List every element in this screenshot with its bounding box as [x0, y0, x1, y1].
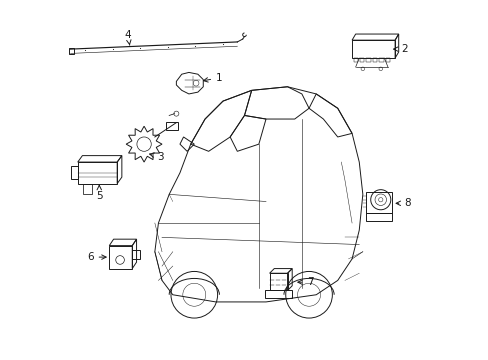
Bar	[351, 40, 394, 58]
Bar	[359, 58, 364, 62]
Bar	[69, 48, 74, 54]
Text: 5: 5	[96, 185, 102, 201]
Bar	[132, 250, 140, 259]
Bar	[353, 58, 357, 62]
Bar	[83, 184, 92, 194]
Text: 8: 8	[395, 198, 410, 208]
Bar	[385, 58, 389, 62]
Bar	[269, 273, 287, 291]
Text: 2: 2	[393, 44, 407, 54]
Bar	[372, 58, 376, 62]
Text: 1: 1	[203, 73, 222, 83]
Bar	[264, 291, 292, 298]
Bar	[165, 122, 178, 130]
Bar	[109, 246, 132, 269]
Bar	[379, 58, 383, 62]
Text: 6: 6	[87, 252, 106, 262]
Text: 3: 3	[149, 152, 163, 162]
Bar	[366, 58, 370, 62]
Bar	[70, 166, 78, 179]
Bar	[366, 213, 391, 221]
Text: 7: 7	[297, 277, 313, 287]
Bar	[78, 162, 117, 184]
Text: 4: 4	[124, 30, 131, 45]
Bar	[366, 192, 391, 213]
